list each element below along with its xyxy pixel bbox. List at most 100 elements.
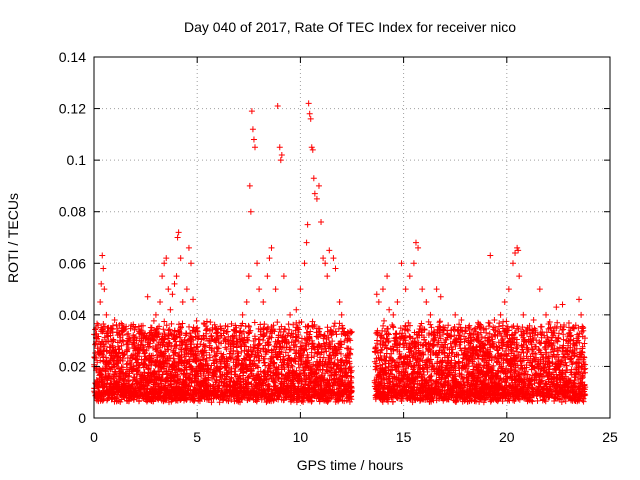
data-point [131, 326, 138, 333]
data-point [171, 327, 178, 334]
data-point [268, 244, 275, 251]
data-point [309, 146, 316, 153]
data-point [228, 320, 235, 327]
data-point [509, 260, 516, 267]
data-point [187, 370, 194, 377]
data-point [140, 364, 147, 371]
data-point [295, 326, 302, 333]
data-points [91, 100, 589, 406]
data-point [530, 317, 537, 324]
data-point [238, 322, 245, 329]
data-point [278, 151, 285, 158]
data-point [501, 298, 508, 305]
data-point [98, 280, 105, 287]
data-point [99, 252, 106, 259]
data-point [264, 273, 271, 280]
data-point [200, 341, 207, 348]
data-point [160, 326, 167, 333]
data-point [122, 326, 129, 333]
data-point [555, 330, 562, 337]
data-point [177, 324, 184, 331]
data-point [160, 382, 167, 389]
data-point [293, 306, 300, 313]
data-point [143, 398, 150, 405]
data-point [149, 336, 156, 343]
data-point [92, 341, 99, 348]
data-point [578, 311, 585, 318]
data-point [520, 311, 527, 318]
data-point [101, 286, 108, 293]
data-point [130, 345, 137, 352]
data-point [214, 329, 221, 336]
data-point [515, 247, 522, 254]
data-point [246, 357, 253, 364]
data-point [423, 298, 430, 305]
data-point [171, 280, 178, 287]
data-point [386, 306, 393, 313]
data-point [281, 344, 288, 351]
data-point [214, 364, 221, 371]
data-point [120, 338, 127, 345]
data-point [161, 392, 168, 399]
data-point [92, 326, 99, 333]
data-point [175, 321, 182, 328]
data-point [114, 325, 121, 332]
data-point [270, 360, 277, 367]
data-point [100, 265, 107, 272]
data-point [512, 249, 519, 256]
data-point [497, 311, 504, 318]
data-point [145, 353, 152, 360]
data-point [239, 311, 246, 318]
data-point [213, 377, 220, 384]
data-point [195, 373, 202, 380]
data-point [326, 247, 333, 254]
data-point [256, 286, 263, 293]
data-point [123, 361, 130, 368]
data-point [168, 320, 175, 327]
data-point [380, 322, 387, 329]
data-point [302, 376, 309, 383]
data-point [315, 182, 322, 189]
data-point [576, 296, 583, 303]
data-point [246, 329, 253, 336]
data-point [248, 108, 255, 115]
data-point [278, 371, 285, 378]
data-point [107, 357, 114, 364]
data-point [267, 328, 274, 335]
data-point [177, 255, 184, 262]
data-point [232, 364, 239, 371]
data-point [282, 326, 289, 333]
data-point [150, 317, 157, 324]
data-point [505, 286, 512, 293]
data-point [415, 244, 422, 251]
data-point [125, 335, 132, 342]
data-point [124, 373, 131, 380]
data-point [214, 345, 221, 352]
data-point [297, 286, 304, 293]
data-point [247, 208, 254, 215]
data-point [398, 260, 405, 267]
data-point [221, 335, 228, 342]
data-point [514, 244, 521, 251]
data-point [322, 260, 329, 267]
x-axis-label: GPS time / hours [297, 457, 404, 473]
data-point [140, 395, 147, 402]
data-point [183, 286, 190, 293]
data-point [311, 353, 318, 360]
data-point [126, 364, 133, 371]
data-point [412, 239, 419, 246]
data-point [286, 344, 293, 351]
data-point [559, 301, 566, 308]
data-point [103, 357, 110, 364]
data-point [272, 348, 279, 355]
data-point [287, 333, 294, 340]
data-point [217, 359, 224, 366]
data-point [251, 144, 258, 151]
data-point [251, 319, 258, 326]
data-point [248, 348, 255, 355]
data-point [117, 398, 124, 405]
data-point [328, 355, 335, 362]
data-point [163, 322, 170, 329]
data-point [150, 352, 157, 359]
data-point [162, 378, 169, 385]
